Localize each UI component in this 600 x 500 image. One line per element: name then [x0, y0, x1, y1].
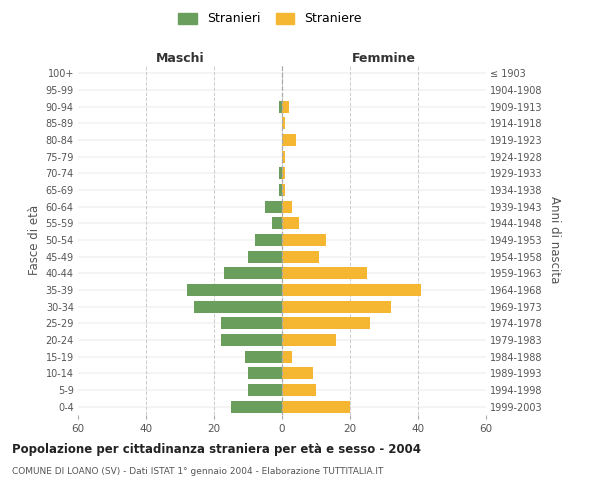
- Bar: [282, 384, 316, 396]
- Y-axis label: Anni di nascita: Anni di nascita: [548, 196, 562, 284]
- Bar: [248, 384, 282, 396]
- Bar: [278, 184, 282, 196]
- Bar: [221, 334, 282, 346]
- Text: Femmine: Femmine: [352, 52, 416, 65]
- Bar: [245, 350, 282, 362]
- Bar: [282, 368, 313, 380]
- Bar: [282, 300, 391, 312]
- Bar: [282, 200, 292, 212]
- Bar: [272, 218, 282, 230]
- Bar: [282, 100, 289, 112]
- Bar: [282, 118, 286, 130]
- Bar: [221, 318, 282, 330]
- Bar: [282, 284, 421, 296]
- Bar: [282, 150, 286, 162]
- Bar: [282, 234, 326, 246]
- Bar: [187, 284, 282, 296]
- Bar: [282, 400, 350, 412]
- Bar: [282, 350, 292, 362]
- Text: Popolazione per cittadinanza straniera per età e sesso - 2004: Popolazione per cittadinanza straniera p…: [12, 442, 421, 456]
- Bar: [282, 268, 367, 280]
- Text: Maschi: Maschi: [155, 52, 205, 65]
- Bar: [194, 300, 282, 312]
- Bar: [282, 218, 299, 230]
- Bar: [255, 234, 282, 246]
- Bar: [282, 168, 286, 179]
- Bar: [278, 168, 282, 179]
- Bar: [248, 250, 282, 262]
- Bar: [282, 318, 370, 330]
- Bar: [265, 200, 282, 212]
- Legend: Stranieri, Straniere: Stranieri, Straniere: [175, 8, 365, 29]
- Bar: [282, 250, 319, 262]
- Bar: [282, 184, 286, 196]
- Bar: [231, 400, 282, 412]
- Bar: [248, 368, 282, 380]
- Bar: [282, 134, 296, 146]
- Bar: [282, 334, 337, 346]
- Bar: [278, 100, 282, 112]
- Bar: [224, 268, 282, 280]
- Text: COMUNE DI LOANO (SV) - Dati ISTAT 1° gennaio 2004 - Elaborazione TUTTITALIA.IT: COMUNE DI LOANO (SV) - Dati ISTAT 1° gen…: [12, 468, 383, 476]
- Y-axis label: Fasce di età: Fasce di età: [28, 205, 41, 275]
